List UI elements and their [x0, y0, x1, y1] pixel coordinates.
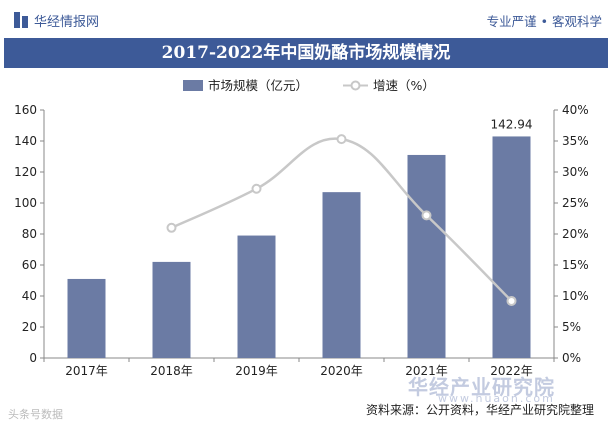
footer-left-note: 头条号数据 — [8, 408, 63, 421]
slogan: 专业严谨 • 客观科学 — [486, 14, 602, 29]
y-left-tick-label: 140 — [14, 134, 37, 148]
y-right-tick-label: 25% — [562, 196, 589, 210]
y-left-tick-label: 60 — [22, 258, 37, 272]
watermark-brand: 华经产业研究院 — [408, 375, 555, 399]
y-right-tick-label: 10% — [562, 289, 589, 303]
y-left-tick-label: 120 — [14, 165, 37, 179]
y-right-tick-label: 20% — [562, 227, 589, 241]
legend-label-bar: 市场规模（亿元） — [208, 78, 308, 93]
chart-title: 2017-2022年中国奶酪市场规模情况 — [4, 38, 608, 68]
legend-swatch-bar — [183, 80, 203, 91]
y-right-tick-label: 5% — [562, 320, 581, 334]
header-bar: 华经情报网 专业严谨 • 客观科学 — [0, 0, 612, 40]
bar-market-size — [67, 278, 106, 358]
y-left-tick-label: 20 — [22, 320, 37, 334]
growth-rate-point — [251, 183, 262, 194]
x-tick-label: 2021年 — [405, 364, 448, 378]
bar-market-size — [492, 136, 531, 358]
y-left-tick-label: 80 — [22, 227, 37, 241]
y-right-tick-label: 0% — [562, 351, 581, 365]
growth-rate-point — [336, 134, 347, 145]
x-tick-label: 2017年 — [65, 364, 108, 378]
y-left-tick-label: 100 — [14, 196, 37, 210]
data-label: 142.94 — [491, 117, 533, 131]
brand-name: 华经情报网 — [34, 15, 100, 30]
x-tick-label: 2022年 — [490, 364, 533, 378]
y-right-tick-label: 15% — [562, 258, 589, 272]
watermark-site: www.huaon.com — [438, 392, 555, 405]
y-right-tick-label: 40% — [562, 103, 589, 117]
x-tick-label: 2019年 — [235, 364, 278, 378]
y-left-tick-label: 0 — [29, 351, 37, 365]
y-left-tick-label: 40 — [22, 289, 37, 303]
bar-market-size — [237, 235, 276, 358]
logo-icon — [14, 12, 28, 28]
bar-market-size — [407, 154, 446, 358]
bar-market-size — [152, 261, 191, 358]
x-tick-label: 2020年 — [320, 364, 363, 378]
chart: 市场规模（亿元） 增速（%） 0 20 40 60 80 100 120 140 160 0% 5% 10… — [14, 78, 589, 378]
y-left-tick-label: 160 — [14, 103, 37, 117]
growth-rate-point — [166, 222, 177, 233]
y-right-tick-label: 30% — [562, 165, 589, 179]
growth-rate-point — [506, 295, 517, 306]
source-note: 资料来源：公开资料，华经产业研究院整理 — [365, 403, 594, 417]
y-right-tick-label: 35% — [562, 134, 589, 148]
x-tick-label: 2018年 — [150, 364, 193, 378]
growth-rate-point — [421, 210, 432, 221]
legend-marker-icon — [350, 80, 361, 91]
legend-label-line: 增速（%） — [373, 78, 435, 93]
bar-market-size — [322, 192, 361, 358]
